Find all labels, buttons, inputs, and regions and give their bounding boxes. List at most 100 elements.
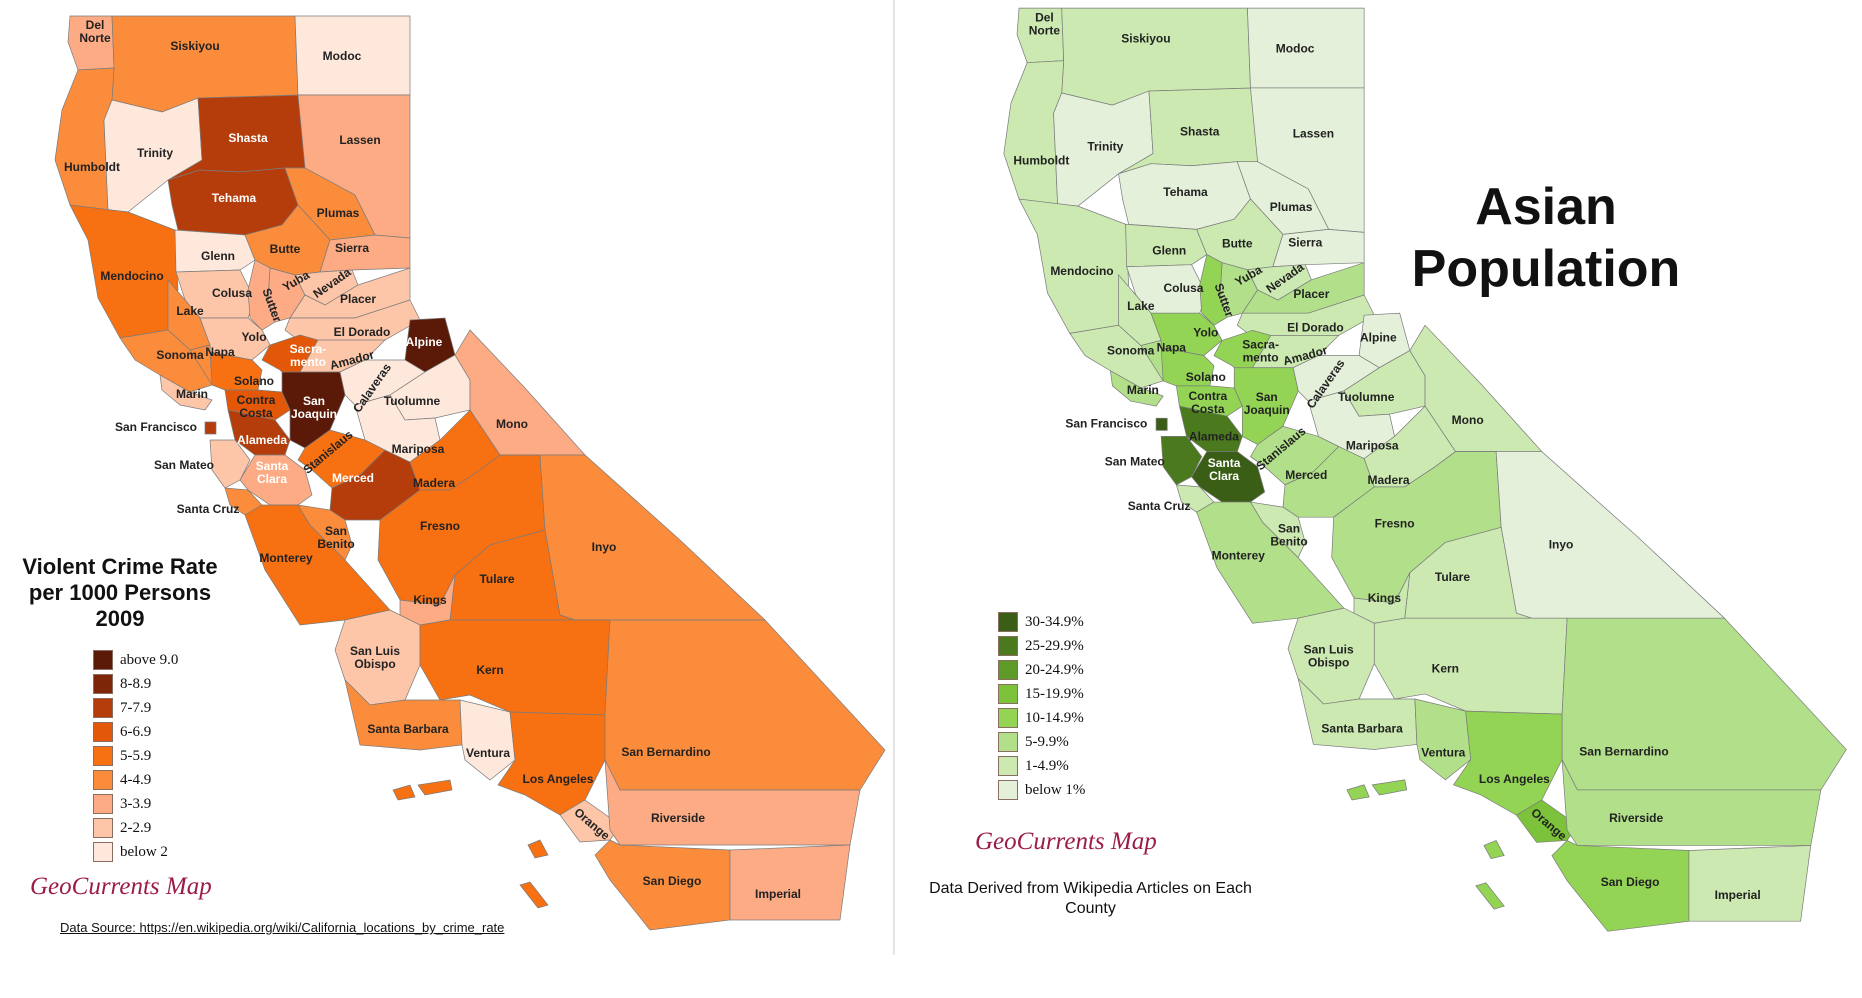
legend-swatch: [998, 612, 1018, 632]
legend-label: 7-7.9: [120, 699, 152, 716]
county-glenn[interactable]: [1125, 223, 1208, 268]
county-label-napa: Napa: [205, 345, 235, 359]
legend-label: 30-34.9%: [1025, 613, 1084, 630]
asian-map-title: Asian Population: [1386, 176, 1706, 300]
county-label-sierra: Sierra: [1288, 235, 1322, 249]
county-santa-clara[interactable]: [1191, 451, 1266, 503]
county-los-angeles[interactable]: [1452, 710, 1563, 816]
county-label-tehama: Tehama: [212, 191, 257, 205]
county-ventura[interactable]: [1414, 698, 1472, 781]
legend-label: 1-4.9%: [1025, 757, 1069, 774]
county-label-fresno: Fresno: [1375, 516, 1415, 530]
channel-island-shape: [1371, 779, 1408, 796]
legend-item: above 9.0: [93, 648, 178, 672]
legend-item: 6-6.9: [93, 720, 178, 744]
legend-swatch: [93, 650, 113, 670]
county-label-ventura: Ventura: [466, 746, 510, 760]
county-label-monterey: Monterey: [1212, 549, 1266, 563]
county-los-angeles[interactable]: [497, 711, 606, 816]
county-glenn[interactable]: [174, 229, 256, 273]
channel-island-shape: [1483, 839, 1505, 859]
crime-title-line: Violent Crime Rate: [22, 554, 218, 579]
county-label-sacramento: Sacra-mento: [290, 342, 327, 369]
channel-island-shape: [527, 839, 549, 859]
county-label-riverside: Riverside: [651, 811, 705, 825]
county-label-ventura: Ventura: [1421, 746, 1465, 760]
legend-label: 10-14.9%: [1025, 709, 1084, 726]
county-label-san-francisco: San Francisco: [115, 420, 197, 434]
county-label-san-joaquin: San Joaquin: [291, 394, 337, 421]
county-label-solano: Solano: [1186, 370, 1226, 384]
county-san-bernardino[interactable]: [1561, 617, 1847, 791]
county-imperial[interactable]: [729, 844, 851, 921]
county-label-mendocino: Mendocino: [100, 269, 163, 283]
legend-label: 5-9.9%: [1025, 733, 1069, 750]
county-label-el-dorado: El Dorado: [1287, 320, 1344, 334]
crime-legend: above 9.0 8-8.9 7-7.9 6-6.9 5-5.9 4-4.9 3-3.9 2…: [93, 648, 178, 864]
county-san-francisco[interactable]: [204, 421, 217, 435]
legend-item: 15-19.9%: [998, 682, 1085, 706]
county-label-santa-clara: Santa Clara: [1208, 456, 1241, 483]
county-san-benito[interactable]: [297, 504, 353, 561]
county-label-contra-costa: Contra Costa: [237, 393, 276, 420]
county-label-los-angeles: Los Angeles: [1479, 772, 1550, 786]
legend-item: 20-24.9%: [998, 658, 1085, 682]
county-san-diego[interactable]: [1551, 839, 1690, 932]
county-santa-clara[interactable]: [239, 454, 313, 506]
legend-label: above 9.0: [120, 651, 179, 668]
county-label-yolo: Yolo: [241, 330, 266, 344]
county-label-mono: Mono: [496, 417, 528, 431]
county-label-imperial: Imperial: [755, 887, 801, 901]
county-monterey[interactable]: [244, 504, 391, 626]
legend-swatch: [93, 770, 113, 790]
county-label-marin: Marin: [176, 387, 208, 401]
county-label-tehama: Tehama: [1163, 185, 1208, 199]
county-marin[interactable]: [1109, 370, 1164, 407]
county-label-placer: Placer: [340, 292, 376, 306]
county-label-glenn: Glenn: [1152, 244, 1186, 258]
legend-item: 5-5.9: [93, 744, 178, 768]
county-sutter[interactable]: [247, 259, 276, 331]
legend-swatch: [998, 780, 1018, 800]
county-label-siskiyou: Siskiyou: [170, 39, 219, 53]
county-label-san-bernardino: San Bernardino: [1579, 745, 1668, 759]
legend-swatch: [998, 708, 1018, 728]
county-label-sonoma: Sonoma: [1107, 344, 1155, 358]
county-imperial[interactable]: [1688, 845, 1812, 922]
legend-swatch: [998, 732, 1018, 752]
county-label-lake: Lake: [176, 304, 204, 318]
county-label-contra-costa: Contra Costa: [1189, 389, 1228, 416]
legend-swatch: [998, 756, 1018, 776]
data-source-link[interactable]: Data Source: https://en.wikipedia.org/wi…: [60, 920, 505, 935]
county-san-bernardino[interactable]: [604, 619, 886, 791]
county-label-glenn: Glenn: [201, 249, 235, 263]
county-sutter[interactable]: [1199, 254, 1228, 326]
county-label-plumas: Plumas: [317, 206, 360, 220]
legend-label: 25-29.9%: [1025, 637, 1084, 654]
county-san-diego[interactable]: [594, 839, 731, 931]
county-label-placer: Placer: [1293, 287, 1329, 301]
county-label-san-luis-obispo: San Luis Obispo: [350, 644, 400, 671]
county-label-alpine: Alpine: [406, 335, 443, 349]
legend-swatch: [998, 636, 1018, 656]
legend-swatch: [93, 674, 113, 694]
county-label-monterey: Monterey: [259, 551, 313, 565]
county-monterey[interactable]: [1196, 501, 1345, 624]
county-san-benito[interactable]: [1249, 501, 1306, 559]
county-label-humboldt: Humboldt: [64, 160, 120, 174]
county-label-santa-cruz: Santa Cruz: [1128, 499, 1191, 513]
legend-item: below 2: [93, 840, 178, 864]
county-label-santa-clara: Santa Clara: [256, 459, 289, 486]
county-label-fresno: Fresno: [420, 519, 460, 533]
county-label-san-bernardino: San Bernardino: [621, 745, 710, 759]
county-marin[interactable]: [159, 374, 213, 411]
legend-label: 5-5.9: [120, 747, 152, 764]
county-ventura[interactable]: [459, 699, 516, 781]
county-label-alameda: Alameda: [237, 433, 287, 447]
legend-swatch: [93, 794, 113, 814]
county-san-francisco[interactable]: [1155, 417, 1168, 431]
county-label-san-joaquin: San Joaquin: [1244, 390, 1290, 417]
county-label-santa-barbara: Santa Barbara: [1321, 721, 1403, 735]
asian-title-line: Asian: [1475, 178, 1617, 236]
legend-swatch: [93, 818, 113, 838]
